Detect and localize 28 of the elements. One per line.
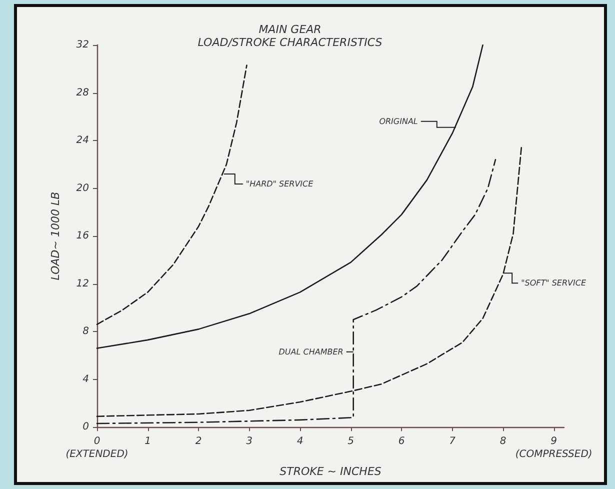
x-tick-label: 8 — [500, 436, 506, 448]
y-tick-label: 12 — [76, 278, 89, 290]
chart-title: MAIN GEAR — [258, 23, 322, 36]
y-tick-label: 16 — [76, 230, 89, 242]
x-axis-title: STROKE ~ INCHES — [280, 465, 382, 478]
annotation: DUAL CHAMBER — [278, 347, 344, 356]
y-axis-title: LOAD~ 1000 LB — [49, 192, 62, 280]
x-tick-label: 5 — [348, 436, 354, 448]
x-tick-label: 0 (EXTENDED) — [66, 436, 128, 460]
x-tick-label: 9 (COMPRESSED) — [515, 436, 592, 460]
x-tick-label: 4 — [296, 436, 304, 448]
annotation: ORIGINAL — [379, 116, 418, 126]
annotation: "HARD" SERVICE — [246, 179, 314, 188]
y-tick-label: 32 — [76, 40, 89, 50]
annotation: "SOFT" SERVICE — [521, 278, 587, 288]
x-tick-label: 2 — [195, 436, 202, 448]
y-tick-label: 24 — [76, 135, 89, 146]
y-tick-label: 20 — [76, 182, 89, 194]
x-tick-label: 3 — [246, 436, 252, 448]
x-tick-label: 1 — [144, 436, 151, 448]
chart-subtitle: LOAD/STROKE CHARACTERISTICS — [198, 36, 382, 49]
y-tick-label: 8 — [82, 326, 89, 338]
y-tick-label: 4 — [82, 374, 89, 385]
line-series — [96, 64, 248, 326]
y-tick-label: 0 — [82, 422, 89, 433]
y-tick-label: 28 — [76, 87, 89, 98]
x-tick-label: 6 — [398, 436, 405, 448]
x-tick-label: 7 — [449, 436, 456, 448]
